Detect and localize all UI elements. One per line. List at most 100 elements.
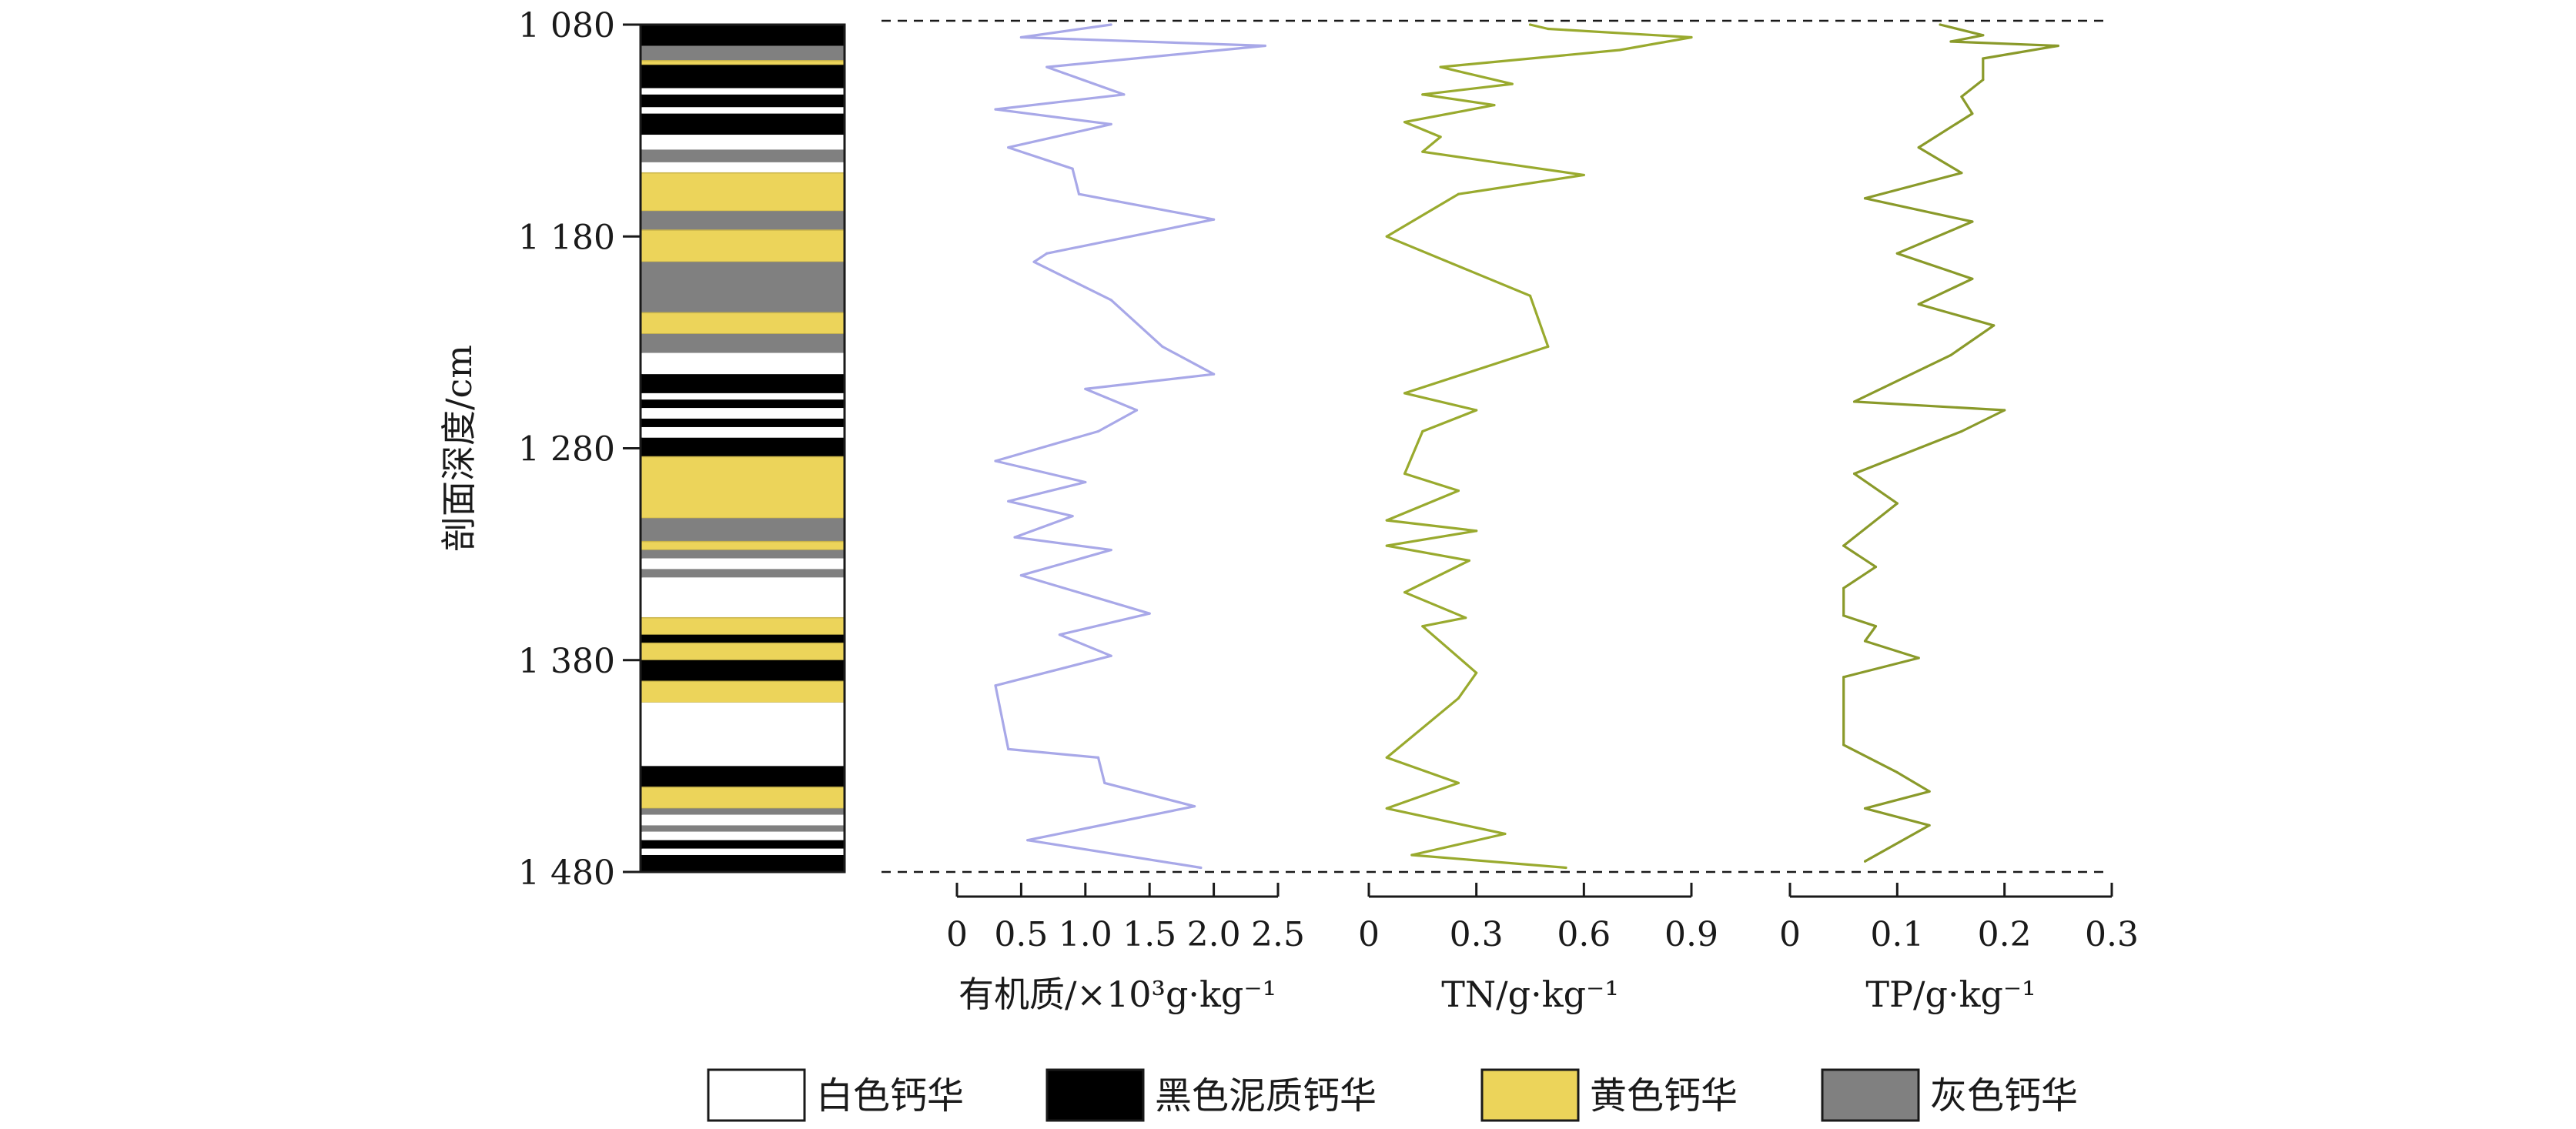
x-tick-label: 0.3 [1450,915,1504,954]
data-point [1148,612,1151,615]
x-tick-label: 0.5 [994,915,1048,954]
data-point [1109,299,1112,302]
series-line-tn [1385,23,1693,870]
depth-tick-label: 1 080 [518,6,615,45]
data-point [1403,591,1407,594]
data-point [1895,252,1899,255]
data-point [1564,866,1567,870]
x-tick-label: 0.1 [1870,915,1924,954]
strat-layer-black [641,113,845,135]
data-point [1842,743,1845,747]
data-point [1077,192,1081,195]
x-tick-label: 0 [1358,915,1380,954]
data-point [1403,121,1407,124]
strat-layer-white [641,408,845,419]
strat-layer-white [641,702,845,767]
data-point [1421,93,1424,96]
data-point [1874,566,1878,569]
data-point [1385,519,1388,522]
data-point [1045,65,1049,68]
data-point [1385,235,1388,238]
data-point [1971,220,1974,223]
data-point [1096,429,1100,433]
x-tick-label: 0 [946,915,968,954]
strat-layer-yellow [640,229,845,263]
data-point [1949,40,1952,43]
data-point [1263,44,1266,48]
strat-layer-black [641,374,845,393]
data-point [1464,616,1467,620]
data-point [1161,345,1164,348]
data-point [1928,823,1931,827]
data-point [1084,387,1087,391]
data-point [1863,807,1867,810]
strat-layer-yellow [640,616,845,636]
data-point [1690,35,1693,39]
data-point [1439,65,1442,68]
data-point [1971,277,1974,280]
legend-swatch-black [1045,1068,1145,1122]
strat-layer-gray [641,262,845,313]
strat-layer-black [641,25,845,46]
legend: 白色钙华 黑色泥质钙华 黄色钙华 灰色钙华 [707,1068,2078,1122]
strat-column-border [639,23,846,873]
data-point [2003,409,2006,412]
strat-layer-black [641,634,845,643]
data-point [1084,480,1087,484]
data-point [1842,586,1845,590]
data-point [1071,167,1074,170]
data-point [1058,633,1062,636]
strat-layer-black [641,766,845,787]
strat-layer-gray [641,549,845,559]
data-point [1863,640,1867,643]
depth-tick-label: 1 280 [518,430,615,469]
data-point [994,108,997,111]
strat-layer-white [641,558,845,570]
data-point [1842,676,1845,679]
legend-label-gray: 灰色钙华 [1930,1074,2078,1117]
data-point [1385,756,1388,759]
strat-layer-black [641,94,845,108]
data-point [1982,34,1985,37]
series-panel-om: 0 0.5 1.0 1.5 2.0 2.5 有机质/×10³g·kg⁻¹ [946,23,1305,1015]
strat-layer-white [641,831,845,840]
data-point [1960,95,1963,99]
data-point [1547,345,1550,348]
x-tick-label: 0 [1779,915,1801,954]
data-point [1939,23,1942,26]
data-point [1421,625,1424,628]
strat-layer-gray [641,808,845,815]
data-point [1026,839,1029,842]
data-point [1863,860,1867,863]
stratigraphic-column [639,23,846,873]
data-point [1421,429,1424,433]
data-point [1013,536,1016,539]
strat-layer-white [641,848,845,855]
data-point [1971,112,1974,115]
x-tick-label: 2.5 [1251,915,1305,954]
data-point [1109,549,1112,552]
strat-layer-yellow [640,456,845,519]
legend-label-yellow: 黄色钙华 [1590,1074,1738,1117]
data-point [2056,44,2059,48]
legend-item-gray: 灰色钙华 [1821,1068,2078,1122]
depth-tick-label: 1 180 [518,218,615,257]
data-point [1019,35,1022,39]
data-point [1863,197,1867,200]
strat-layer-black [641,840,845,849]
data-point [1122,93,1126,96]
x-tick-label: 2.0 [1187,915,1241,954]
data-point [1493,103,1496,107]
strat-layer-white [641,162,845,173]
strat-layer-gray [641,45,845,61]
data-point [1109,122,1112,125]
strat-layer-white [641,392,845,400]
data-point [1032,260,1035,263]
data-point [1992,324,1996,327]
strat-layer-gray [641,333,845,353]
data-point [1109,23,1112,26]
data-point [1019,574,1022,577]
legend-swatch-gray [1821,1068,1920,1122]
data-point [1199,866,1203,870]
x-axis-title: 有机质/×10³g·kg⁻¹ [958,974,1276,1015]
